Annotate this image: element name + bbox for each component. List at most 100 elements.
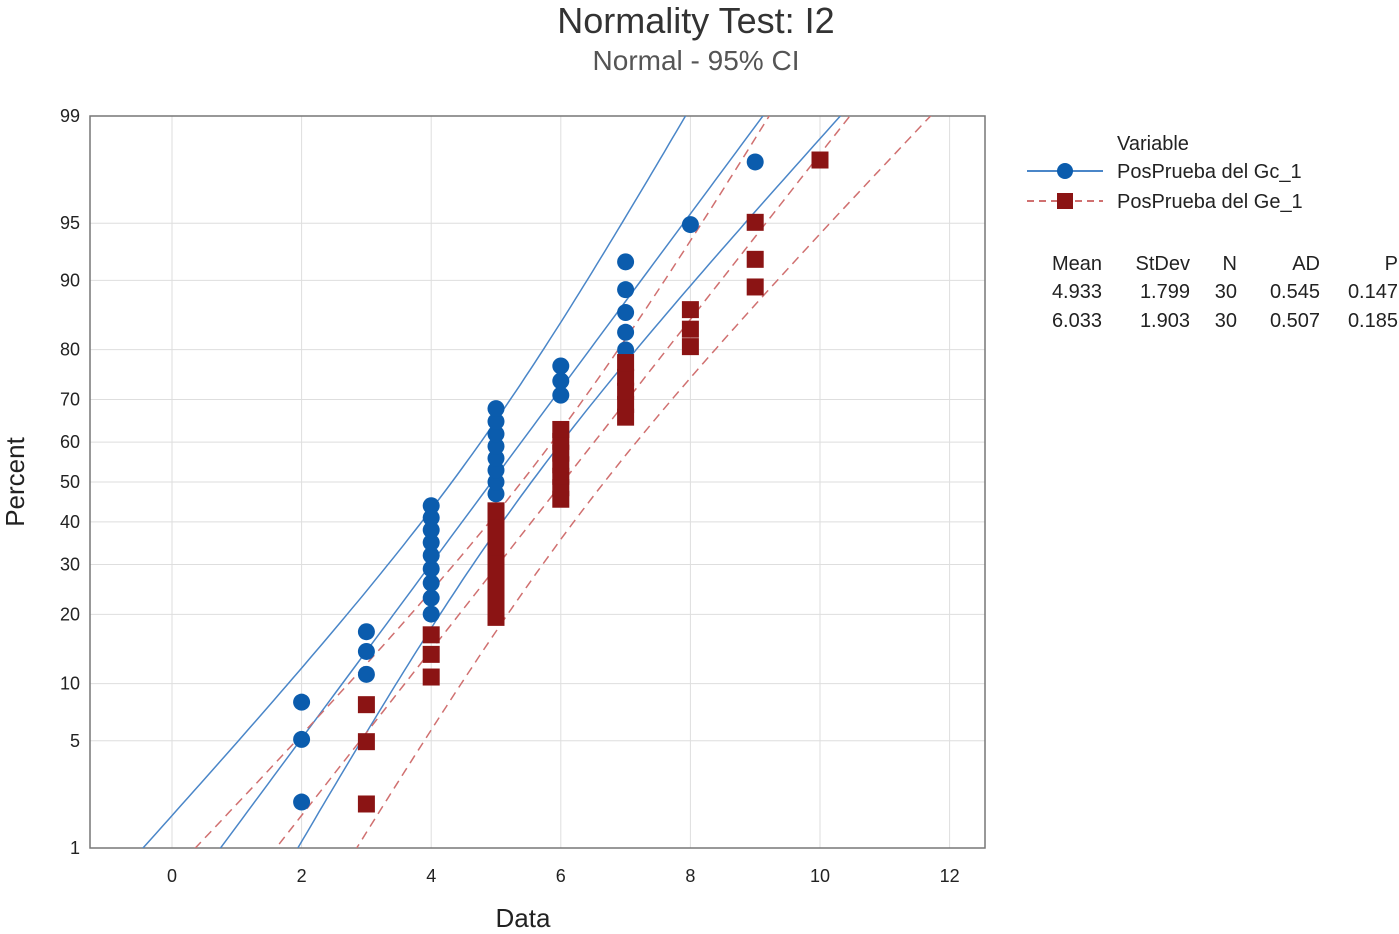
series-2-ci-upper-line [194, 116, 771, 848]
series-1-point [617, 304, 635, 322]
series-1-point [552, 357, 570, 375]
series-1-point [422, 605, 440, 623]
series-2-point [681, 301, 699, 319]
series-1-point [487, 449, 505, 467]
stats-header-ad: AD [1292, 253, 1320, 275]
legend-marker-gc [1057, 163, 1073, 179]
series-1-point [357, 665, 375, 683]
stats-header-p: P [1385, 253, 1398, 275]
series-2-fit-line [275, 116, 851, 848]
x-tick-label: 12 [940, 866, 960, 886]
y-tick-label: 80 [60, 340, 80, 360]
series-1-point [293, 793, 311, 811]
series-1-point [293, 693, 311, 711]
series-1-ci-lower-line [296, 116, 842, 848]
series-1-point [487, 400, 505, 418]
y-tick-label: 20 [60, 604, 80, 624]
chart-subtitle: Normal - 95% CI [593, 45, 800, 76]
series-2-point [422, 668, 440, 686]
y-tick-label: 5 [70, 731, 80, 751]
stats-header-mean: Mean [1052, 253, 1102, 275]
y-tick-label: 90 [60, 270, 80, 290]
series-1-point [681, 216, 699, 234]
y-tick-label: 95 [60, 213, 80, 233]
series-1-point [487, 413, 505, 431]
legend-label-gc: PosPrueba del Gc_1 [1117, 161, 1302, 183]
y-tick-label: 50 [60, 472, 80, 492]
series-2-point [681, 320, 699, 338]
series-2-point [487, 564, 505, 582]
y-tick-label: 30 [60, 555, 80, 575]
plot-frame [89, 115, 986, 849]
legend-title: Variable [1117, 133, 1189, 155]
series-1-point [617, 281, 635, 299]
x-axis-label: Data [496, 903, 551, 933]
series-2-point [357, 696, 375, 714]
series-1-point [422, 546, 440, 564]
series-1-point [552, 372, 570, 390]
x-tick-label: 10 [810, 866, 830, 886]
series-2-point [746, 278, 764, 296]
x-tick-label: 4 [426, 866, 436, 886]
series-1-point [552, 386, 570, 404]
series-1-point [293, 730, 311, 748]
stats-gc-ad: 0.545 [1270, 281, 1320, 303]
series-2-point [422, 645, 440, 663]
stats-ge-p: 0.185 [1348, 310, 1398, 332]
series-1-point [422, 497, 440, 515]
stats-ge-ad: 0.507 [1270, 310, 1320, 332]
data-markers [293, 151, 829, 813]
stats-gc-n: 30 [1215, 281, 1237, 303]
y-tick-label: 60 [60, 432, 80, 452]
series-1-point [487, 485, 505, 503]
series-2-point [357, 733, 375, 751]
stats-ge-n: 30 [1215, 310, 1237, 332]
series-1-point [487, 425, 505, 443]
series-2-point [746, 250, 764, 268]
stats-gc-p: 0.147 [1348, 281, 1398, 303]
series-2-point [487, 578, 505, 596]
series-1-point [487, 473, 505, 491]
y-tick-label: 99 [60, 106, 80, 126]
series-1-point [422, 589, 440, 607]
series-2-point [617, 354, 635, 372]
series-2-point [487, 592, 505, 610]
y-tick-label: 40 [60, 512, 80, 532]
stats-header-row: Mean StDev N AD P [1052, 253, 1398, 275]
series-2-ci-lower-line [355, 116, 932, 848]
series-2-point [811, 151, 829, 169]
series-1-point [746, 153, 764, 171]
x-tick-label: 8 [685, 866, 695, 886]
series-1-point [422, 509, 440, 527]
series-1-point [357, 623, 375, 641]
series-1-point [487, 461, 505, 479]
x-tick-label: 6 [556, 866, 566, 886]
series-2-point [487, 502, 505, 520]
series-1-point [617, 253, 635, 271]
legend-label-ge: PosPrueba del Ge_1 [1117, 191, 1303, 213]
legend-marker-ge [1057, 193, 1073, 209]
series-1-point [422, 533, 440, 551]
series-1-point [422, 574, 440, 592]
series-1-point [617, 323, 635, 341]
y-tick-label: 1 [70, 838, 80, 858]
stats-row-ge: 6.033 1.903 30 0.507 0.185 [1052, 310, 1398, 332]
series-2-point [487, 608, 505, 626]
series-2-point [617, 395, 635, 413]
y-axis-label: Percent [0, 436, 30, 526]
series-1-point [487, 437, 505, 455]
x-tick-label: 2 [297, 866, 307, 886]
series-2-point [357, 795, 375, 813]
series-1-point [422, 521, 440, 539]
stats-header-stdev: StDev [1136, 253, 1190, 275]
x-tick-label: 0 [167, 866, 177, 886]
stats-gc-stdev: 1.799 [1140, 281, 1190, 303]
stats-header-n: N [1223, 253, 1237, 275]
chart-title: Normality Test: I2 [557, 0, 834, 41]
series-1-ci-upper-line [142, 116, 687, 848]
y-tick-label: 10 [60, 674, 80, 694]
stats-ge-mean: 6.033 [1052, 310, 1102, 332]
series-2-point [746, 213, 764, 231]
y-tick-label: 70 [60, 389, 80, 409]
